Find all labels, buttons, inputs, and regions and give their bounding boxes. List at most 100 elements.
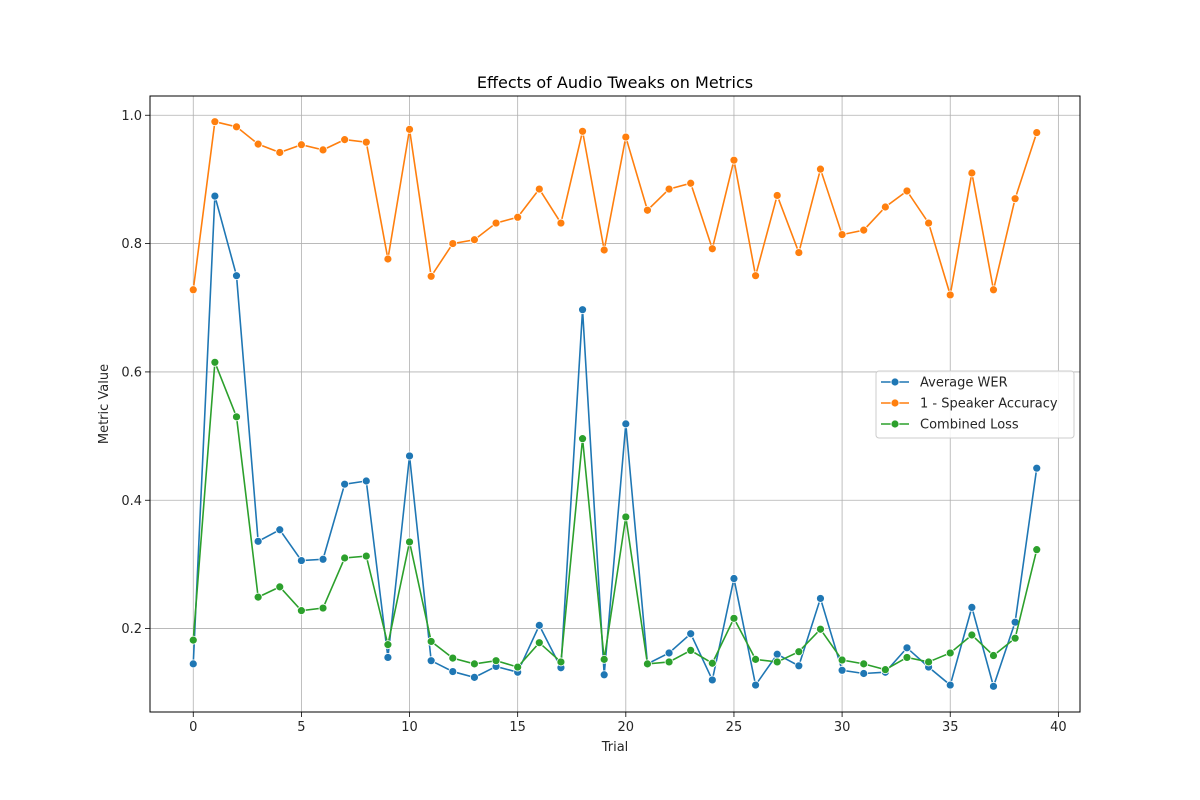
data-point	[816, 624, 825, 634]
x-tick-label: 40	[1050, 720, 1067, 735]
y-tick-label: 0.4	[121, 494, 142, 509]
x-tick-label: 15	[509, 720, 526, 735]
data-point	[902, 643, 912, 653]
legend-box	[875, 370, 1075, 439]
data-point	[253, 536, 263, 546]
data-point	[967, 603, 977, 612]
data-point	[1032, 128, 1042, 137]
data-point	[448, 653, 458, 663]
data-point	[210, 117, 220, 127]
data-point	[470, 235, 479, 245]
data-point	[707, 658, 717, 668]
data-point	[340, 479, 350, 489]
legend-item: Average WER	[881, 376, 1008, 391]
data-point	[578, 434, 587, 444]
data-point	[232, 271, 241, 281]
data-point	[880, 665, 890, 675]
data-point	[405, 451, 414, 461]
x-tick-label: 20	[618, 720, 635, 735]
series-layer	[188, 117, 1042, 691]
data-point	[426, 637, 436, 646]
series-line	[192, 361, 1038, 671]
data-point	[707, 244, 717, 254]
data-point	[729, 155, 739, 165]
data-point	[361, 137, 371, 147]
data-point	[188, 659, 198, 669]
data-point	[924, 218, 934, 228]
plot-area-frame	[149, 95, 1081, 713]
x-axis-label: Trial	[601, 740, 629, 755]
legend-label: Combined Loss	[920, 418, 1019, 433]
data-point	[318, 554, 328, 564]
data-point	[383, 254, 393, 264]
data-point	[405, 124, 414, 134]
y-axis-label: Metric Value	[97, 364, 112, 444]
data-point	[318, 603, 328, 613]
data-point	[751, 680, 760, 690]
series-line	[192, 120, 1038, 296]
legend-marker	[890, 419, 900, 429]
data-point	[989, 285, 998, 295]
data-point	[1010, 633, 1020, 643]
y-tick-label: 0.8	[121, 237, 142, 252]
data-point	[361, 551, 371, 561]
data-point	[426, 271, 436, 281]
data-point	[210, 191, 220, 201]
data-point	[448, 239, 458, 248]
data-point	[426, 656, 436, 666]
data-point	[188, 635, 198, 645]
data-point	[707, 675, 717, 685]
x-tick-label: 10	[401, 720, 418, 735]
data-point	[296, 606, 306, 616]
legend-item: 1 - Speaker Accuracy	[881, 397, 1058, 412]
x-tick-label: 0	[189, 720, 197, 735]
data-point	[383, 653, 393, 662]
data-point	[772, 191, 782, 200]
data-point	[556, 657, 566, 667]
data-point	[534, 184, 544, 194]
data-point	[578, 126, 587, 136]
chart-title: Effects of Audio Tweaks on Metrics	[477, 73, 753, 92]
data-point	[902, 653, 912, 662]
series-1	[188, 117, 1042, 300]
data-point	[859, 659, 869, 669]
data-point	[491, 218, 501, 228]
data-point	[578, 305, 587, 315]
data-point	[232, 122, 241, 132]
data-point	[1010, 194, 1020, 204]
data-point	[599, 245, 609, 255]
series-line	[192, 195, 1038, 690]
data-point	[837, 655, 847, 665]
data-point	[1032, 463, 1042, 473]
legend-label: 1 - Speaker Accuracy	[920, 397, 1058, 412]
data-point	[383, 640, 393, 650]
data-point	[296, 140, 306, 150]
data-point	[232, 412, 241, 422]
data-point	[837, 230, 847, 240]
data-point	[253, 592, 263, 602]
data-point	[686, 178, 696, 188]
data-point	[924, 657, 934, 667]
legend: Average WER 1 - Speaker Accuracy Combined …	[875, 370, 1075, 439]
data-point	[643, 659, 652, 669]
data-point	[794, 647, 804, 657]
data-point	[318, 145, 328, 155]
data-point	[880, 202, 890, 212]
x-tick-label: 5	[297, 720, 305, 735]
legend-marker	[890, 398, 900, 408]
data-point	[534, 638, 544, 648]
axis-ticks: 0 5 10 15 20 25 30 35 40 0.2 0.4 0.6 0.8 1.0	[121, 109, 1066, 735]
data-point	[686, 629, 696, 639]
data-point	[340, 135, 350, 145]
data-point	[772, 649, 782, 659]
data-point	[816, 594, 825, 603]
data-point	[967, 630, 977, 640]
legend-marker	[890, 377, 900, 387]
data-point	[210, 357, 220, 367]
data-point	[729, 613, 739, 623]
data-point	[664, 648, 674, 658]
data-point	[470, 672, 479, 682]
data-point	[621, 132, 631, 142]
data-point	[945, 680, 955, 690]
